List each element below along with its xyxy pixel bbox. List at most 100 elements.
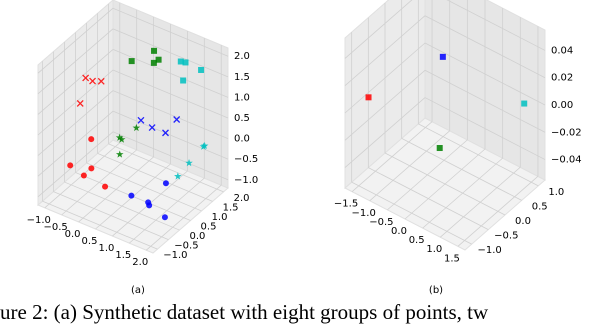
point — [148, 124, 156, 131]
grid-line — [424, 42, 546, 106]
point — [439, 53, 446, 60]
grid-line — [418, 123, 539, 187]
point — [76, 99, 84, 107]
point — [89, 77, 97, 85]
x-tick-label: 2.0 — [132, 257, 148, 268]
y-tick-label: 1.0 — [548, 187, 564, 198]
grid-line — [112, 7, 229, 57]
grid-line — [86, 162, 202, 212]
x-tick-label: 1.0 — [98, 243, 114, 254]
y-tick-label: 1.0 — [212, 212, 228, 223]
point — [115, 150, 124, 158]
panel-label: (a) — [131, 285, 145, 296]
z-tick-label: −0.5 — [234, 154, 258, 165]
y-tick-label: −1.0 — [163, 250, 187, 261]
grid-line — [37, 49, 114, 115]
caption: ure 2: (a) Synthetic dataset with eight … — [0, 300, 489, 324]
grid-line — [112, 28, 229, 78]
grid-line — [42, 200, 158, 250]
x-tick-label: −0.5 — [44, 222, 68, 233]
point — [174, 172, 182, 180]
y-tick-label: 0.0 — [190, 231, 206, 242]
z-tick-label: −0.02 — [551, 127, 582, 138]
grid-line — [37, 90, 114, 156]
point — [177, 58, 184, 65]
grid-line — [344, 97, 426, 168]
grid-line — [97, 153, 213, 202]
y-tick-label: 1.5 — [223, 202, 239, 213]
grid-line — [108, 143, 224, 193]
grid-line — [424, 69, 546, 133]
point — [198, 66, 205, 73]
y-tick-label: 0.5 — [532, 201, 548, 212]
point — [162, 180, 169, 187]
point — [146, 202, 153, 209]
point — [182, 59, 189, 66]
x-tick-label: −1.0 — [27, 215, 51, 226]
point — [151, 47, 158, 54]
z-tick-label: 0.04 — [551, 45, 573, 56]
grid-line — [53, 191, 169, 240]
grid-line — [112, 131, 229, 181]
y-tick-label: 2.0 — [234, 193, 250, 204]
grid-line — [344, 0, 413, 59]
y-tick-label: −0.5 — [174, 241, 198, 252]
point — [365, 94, 372, 101]
z-tick-label: 0.00 — [551, 100, 573, 111]
z-tick-label: 0.0 — [234, 134, 250, 145]
grid-line — [112, 49, 229, 98]
point — [97, 77, 105, 85]
z-tick-label: 1.5 — [234, 72, 250, 83]
grid-line — [424, 97, 546, 160]
panel: −1.0−0.50.00.51.01.52.0−1.0−0.50.00.51.0… — [27, 0, 258, 296]
z-tick-label: −1.0 — [234, 175, 258, 186]
point — [67, 162, 74, 169]
x-tick-label: 1.0 — [426, 244, 442, 255]
y-tick-label: 0.0 — [515, 216, 531, 227]
x-tick-label: 0.0 — [65, 229, 81, 240]
point — [436, 145, 443, 152]
x-tick-label: 0.5 — [409, 235, 425, 246]
z-tick-label: 0.5 — [234, 113, 250, 124]
point — [185, 159, 193, 167]
point — [161, 214, 168, 221]
z-tick-label: 1.0 — [234, 92, 250, 103]
point — [521, 100, 528, 107]
point — [80, 172, 87, 179]
y-tick-label: −1.0 — [478, 245, 502, 256]
x-tick-label: −1.5 — [334, 199, 358, 210]
point — [82, 74, 90, 82]
grid-line — [37, 131, 114, 198]
point — [150, 59, 157, 66]
grid-line — [344, 15, 426, 87]
grid-line — [368, 167, 489, 230]
point — [88, 165, 95, 172]
point — [128, 58, 135, 65]
point — [128, 192, 135, 199]
x-tick-label: 1.5 — [444, 253, 460, 264]
point — [117, 135, 126, 143]
x-tick-label: −1.0 — [352, 208, 376, 219]
grid-line — [37, 28, 114, 95]
grid-line — [37, 110, 114, 177]
grid-line — [384, 152, 506, 216]
panel: −1.5−1.0−0.50.00.51.01.5−1.0−0.50.00.51.… — [334, 0, 582, 296]
point — [132, 123, 141, 132]
point — [115, 133, 124, 141]
z-tick-label: 0.02 — [551, 73, 573, 84]
grid-line — [112, 69, 229, 119]
x-tick-label: 0.5 — [82, 236, 98, 247]
point — [180, 77, 187, 84]
z-tick-label: 2.0 — [234, 51, 250, 62]
x-tick-label: 1.5 — [115, 250, 131, 261]
panel-label: (b) — [429, 285, 443, 296]
point — [137, 116, 145, 124]
grid-line — [112, 90, 229, 139]
grid-line — [344, 42, 426, 114]
grid-line — [446, 0, 546, 51]
z-tick-label: −0.04 — [551, 155, 582, 166]
grid-line — [64, 181, 180, 231]
grid-line — [344, 69, 426, 141]
grid-line — [112, 110, 229, 160]
